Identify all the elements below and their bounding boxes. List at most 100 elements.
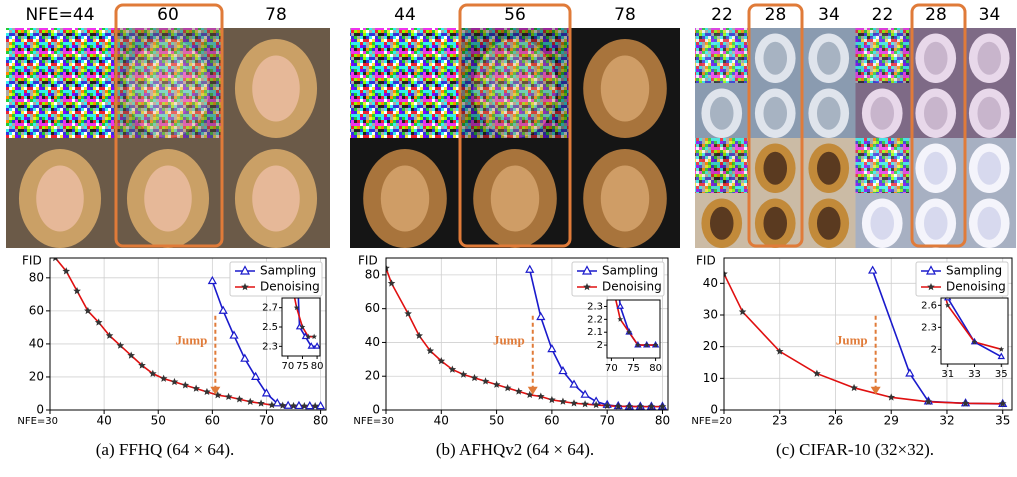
y-tick-label: 20 — [703, 339, 718, 353]
series-line — [944, 298, 1002, 351]
caption: (b) AFHQv2 (64 × 64). — [436, 440, 594, 459]
inset-bg — [607, 300, 660, 358]
data-point — [257, 399, 265, 407]
inset-y-tick-label: 2 — [597, 340, 603, 351]
y-axis-label: FID — [22, 254, 42, 268]
image-subject-core — [252, 165, 300, 232]
series-line — [946, 298, 1002, 358]
data-point — [971, 339, 978, 345]
legend-label: Denoising — [602, 280, 662, 294]
image-cell — [748, 193, 802, 248]
plot-frame — [385, 257, 669, 411]
x-tick-label: 50 — [151, 414, 166, 428]
inset-x-tick-label: 80 — [649, 363, 662, 374]
data-point — [559, 397, 567, 405]
data-point — [481, 377, 490, 385]
y-axis-label: FID — [696, 254, 716, 268]
y-tick-label: 80 — [29, 270, 44, 284]
y-tick-label: 0 — [372, 403, 380, 417]
caption: (c) CIFAR-10 (32×32). — [776, 440, 934, 459]
image-cell — [6, 138, 114, 248]
inset: 70 75 80 2 2.1 2.2 2.3 — [587, 299, 662, 374]
image-cell — [962, 138, 1016, 193]
image-cell — [909, 138, 963, 193]
image-cell — [350, 28, 460, 138]
data-point — [426, 346, 435, 355]
image-subject-core — [977, 41, 1002, 75]
data-point — [569, 379, 579, 388]
data-point — [415, 331, 423, 339]
inset-y-tick-label: 2.6 — [921, 300, 937, 311]
column-label: NFE=44 — [25, 5, 94, 25]
x-tick-label: 80 — [655, 414, 670, 428]
data-point — [293, 304, 300, 311]
data-point — [138, 361, 146, 369]
image-subject-core — [709, 96, 734, 130]
image-cell — [695, 193, 749, 248]
image-subject-core — [763, 96, 788, 130]
data-point — [313, 342, 320, 349]
data-point — [626, 329, 632, 335]
legend-symbol — [926, 265, 936, 275]
chart: NFE=20 23 26 29 32 35 0 10 20 30 40 FID Jump Sampling… — [691, 254, 1013, 428]
legend-symbol — [582, 265, 592, 275]
series-group — [386, 264, 668, 410]
x-tick-label: 35 — [995, 414, 1010, 428]
data-point — [558, 365, 568, 375]
data-point — [84, 306, 92, 315]
image-cell — [855, 83, 909, 138]
y-tick-label: 40 — [365, 335, 380, 349]
data-point — [614, 402, 623, 410]
image-noise — [460, 28, 570, 138]
series-line — [615, 300, 656, 346]
data-point — [570, 399, 578, 407]
data-point — [616, 302, 624, 309]
highlight-box — [458, 3, 572, 248]
data-point — [997, 352, 1006, 360]
image-subject-core — [816, 96, 841, 130]
inset-bg — [941, 298, 1008, 364]
x-tick-label: 23 — [772, 414, 787, 428]
series-group — [724, 265, 1008, 407]
data-point — [470, 373, 479, 382]
image-cell — [802, 138, 856, 193]
x-tick-label: 26 — [828, 414, 843, 428]
image-subject-core — [252, 55, 300, 122]
image-subject-core — [870, 96, 895, 130]
image-subject-core — [144, 165, 192, 232]
data-point — [278, 401, 287, 409]
image-subject-core — [923, 151, 948, 185]
image-cell — [350, 138, 460, 248]
image-subject-core — [380, 165, 430, 232]
data-point — [207, 275, 217, 285]
x-tick-label: NFE=20 — [691, 416, 732, 427]
data-point — [547, 343, 557, 353]
legend-marker — [582, 265, 592, 275]
column-label: 44 — [394, 5, 416, 25]
data-point — [775, 347, 784, 355]
data-point — [261, 388, 272, 397]
image-cell — [748, 28, 802, 83]
inset-x-tick-label: 33 — [968, 369, 981, 380]
image-noise — [114, 28, 222, 138]
inset-y-tick-label: 2.3 — [262, 341, 278, 352]
image-cell — [222, 138, 330, 248]
data-point — [813, 369, 821, 377]
image-subject-core — [600, 165, 650, 232]
data-point — [658, 402, 667, 410]
image-cell — [748, 83, 802, 138]
data-point — [724, 269, 728, 278]
data-point — [294, 400, 304, 410]
legend-symbol — [241, 283, 249, 291]
y-tick-label: 40 — [703, 276, 718, 290]
image-subject-core — [600, 55, 650, 122]
column-label: 22 — [711, 5, 733, 25]
y-tick-label: 20 — [29, 369, 44, 383]
image-noise — [6, 28, 114, 138]
image-subject-core — [977, 96, 1002, 130]
data-point — [213, 391, 222, 399]
y-axis-label: FID — [358, 254, 378, 268]
x-tick-label: NFE=30 — [353, 416, 394, 427]
data-point — [307, 342, 315, 349]
data-point — [240, 353, 250, 362]
